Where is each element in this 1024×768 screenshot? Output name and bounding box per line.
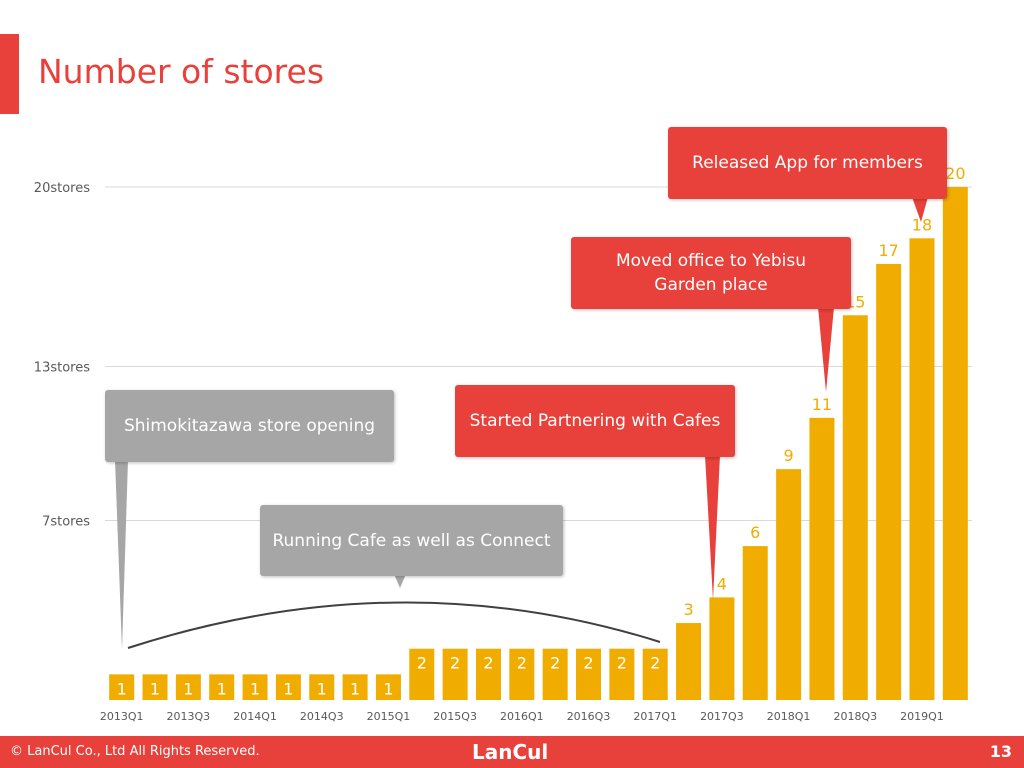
- bar: [509, 648, 535, 700]
- bar-value-label: 4: [717, 574, 727, 593]
- bar: [475, 648, 501, 700]
- bar: [109, 674, 135, 700]
- callout-running-cafe: Running Cafe as well as Connect: [260, 505, 563, 576]
- bar: [609, 648, 635, 700]
- page-title: Number of stores: [38, 52, 325, 91]
- y-tick-label: 7stores: [42, 514, 90, 529]
- bar: [942, 187, 968, 700]
- x-tick-label: 2013Q3: [167, 710, 211, 723]
- bar: [909, 238, 935, 701]
- bar: [409, 648, 435, 700]
- bar: [742, 546, 768, 700]
- bar: [275, 674, 301, 700]
- bar: [175, 674, 201, 700]
- x-tick-label: 2013Q1: [100, 710, 144, 723]
- bar: [709, 597, 735, 700]
- bar-value-label: 9: [784, 446, 794, 465]
- bar-value-label: 17: [878, 241, 898, 260]
- y-tick-label: 13stores: [34, 361, 90, 376]
- bar-value-label: 1: [117, 679, 127, 698]
- title-accent-bar: [0, 34, 19, 114]
- callout-pointer-running-cafe: [394, 574, 406, 588]
- bar-value-label: 2: [450, 654, 460, 673]
- bar: [876, 263, 902, 700]
- bar-value-label: 1: [150, 679, 160, 698]
- callout-yebisu-text: Moved office to Yebisu Garden place: [615, 251, 807, 295]
- bar: [375, 674, 401, 700]
- bar: [442, 648, 468, 700]
- bar-value-label: 1: [217, 679, 227, 698]
- bar-value-label: 2: [583, 654, 593, 673]
- x-tick-label: 2019Q1: [900, 710, 944, 723]
- x-tick-label: 2018Q3: [833, 710, 877, 723]
- x-tick-label: 2016Q3: [567, 710, 611, 723]
- bar-value-label: 3: [683, 600, 693, 619]
- x-tick-label: 2016Q1: [500, 710, 544, 723]
- callout-app-release-text: Released App for members: [692, 153, 923, 173]
- x-tick-label: 2017Q1: [633, 710, 677, 723]
- bar-value-label: 1: [183, 679, 193, 698]
- bar-value-label: 18: [912, 215, 932, 234]
- period-arc: [127, 601, 661, 649]
- x-tick-label: 2015Q1: [367, 710, 411, 723]
- bar-value-label: 1: [383, 679, 393, 698]
- footer-copyright: © LanCul Co., Ltd All Rights Reserved.: [10, 744, 260, 759]
- bar: [542, 648, 568, 700]
- bar: [142, 674, 168, 700]
- callout-partnering-text: Started Partnering with Cafes: [469, 411, 721, 431]
- callout-yebisu: Moved office to Yebisu Garden place: [571, 237, 851, 309]
- bar-value-label: 6: [750, 523, 760, 542]
- callout-pointer-yebisu: [818, 307, 834, 392]
- bar-value-label: 1: [317, 679, 327, 698]
- x-tick-label: 2018Q1: [767, 710, 811, 723]
- bar-value-label: 1: [350, 679, 360, 698]
- bar-value-label: 2: [417, 654, 427, 673]
- bar: [309, 674, 335, 700]
- callout-app-release: Released App for members: [668, 127, 947, 199]
- bar: [209, 674, 235, 700]
- x-tick-label: 2017Q3: [700, 710, 744, 723]
- bar: [809, 417, 835, 700]
- page-number: 13: [989, 742, 1012, 761]
- bar: [676, 623, 702, 700]
- bar: [776, 469, 802, 700]
- x-tick-label: 2015Q3: [433, 710, 477, 723]
- bar-value-label: 11: [812, 395, 832, 414]
- bar-value-label: 1: [250, 679, 260, 698]
- bar-value-label: 2: [617, 654, 627, 673]
- callout-pointer-app-release: [912, 197, 928, 222]
- bar-value-label: 2: [517, 654, 527, 673]
- y-tick-label: 20stores: [34, 181, 90, 196]
- callout-pointer-shimokitazawa: [115, 460, 128, 650]
- footer-bar: © LanCul Co., Ltd All Rights Reserved. L…: [0, 736, 1024, 768]
- bar-value-label: 20: [945, 164, 965, 183]
- footer-logo: LanCul: [472, 740, 549, 764]
- bar-value-label: 1: [283, 679, 293, 698]
- callout-partnering: Started Partnering with Cafes: [455, 385, 735, 457]
- bar: [842, 315, 868, 700]
- bar-value-label: 2: [650, 654, 660, 673]
- callout-shimokitazawa-text: Shimokitazawa store opening: [123, 416, 376, 436]
- callout-pointer-partnering: [705, 455, 720, 600]
- bar-value-label: 2: [483, 654, 493, 673]
- bar-value-label: 2: [550, 654, 560, 673]
- bar: [576, 648, 602, 700]
- callout-running-cafe-text: Running Cafe as well as Connect: [272, 530, 551, 551]
- bar: [342, 674, 368, 700]
- bar: [642, 648, 668, 700]
- bar: [242, 674, 268, 700]
- x-tick-label: 2014Q3: [300, 710, 344, 723]
- x-tick-label: 2014Q1: [233, 710, 277, 723]
- callout-shimokitazawa: Shimokitazawa store opening: [105, 390, 394, 462]
